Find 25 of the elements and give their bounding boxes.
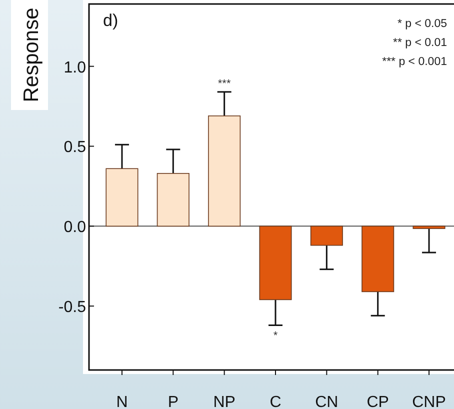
x-tick-label: CN [315, 394, 338, 409]
y-tick-label: 0.0 [64, 219, 86, 236]
x-tick-label: C [270, 394, 282, 409]
y-tick-label: 1.0 [64, 59, 86, 76]
bar [412, 226, 446, 229]
y-tick-label: 0.5 [64, 139, 86, 156]
y-tick-label: -0.5 [58, 299, 86, 316]
bar [259, 226, 292, 300]
bar [208, 115, 241, 227]
x-tick-label: P [168, 394, 178, 409]
annotation: *** [218, 78, 232, 90]
bar [156, 173, 190, 227]
x-tick-label: N [116, 394, 128, 409]
chart-title: d) [103, 11, 118, 30]
bar [310, 226, 343, 246]
annotation: * p < 0.05 [397, 18, 447, 30]
annotation: ** p < 0.01 [392, 37, 447, 49]
x-tick-label: NP [213, 394, 236, 409]
y-axis-title: Response [20, 8, 43, 102]
bar [362, 226, 394, 292]
x-tick-label: CNP [412, 394, 446, 409]
annotation: * [273, 330, 278, 342]
x-tick-label: CP [366, 394, 389, 409]
annotation: *** p < 0.001 [382, 56, 447, 68]
bar [106, 168, 138, 227]
